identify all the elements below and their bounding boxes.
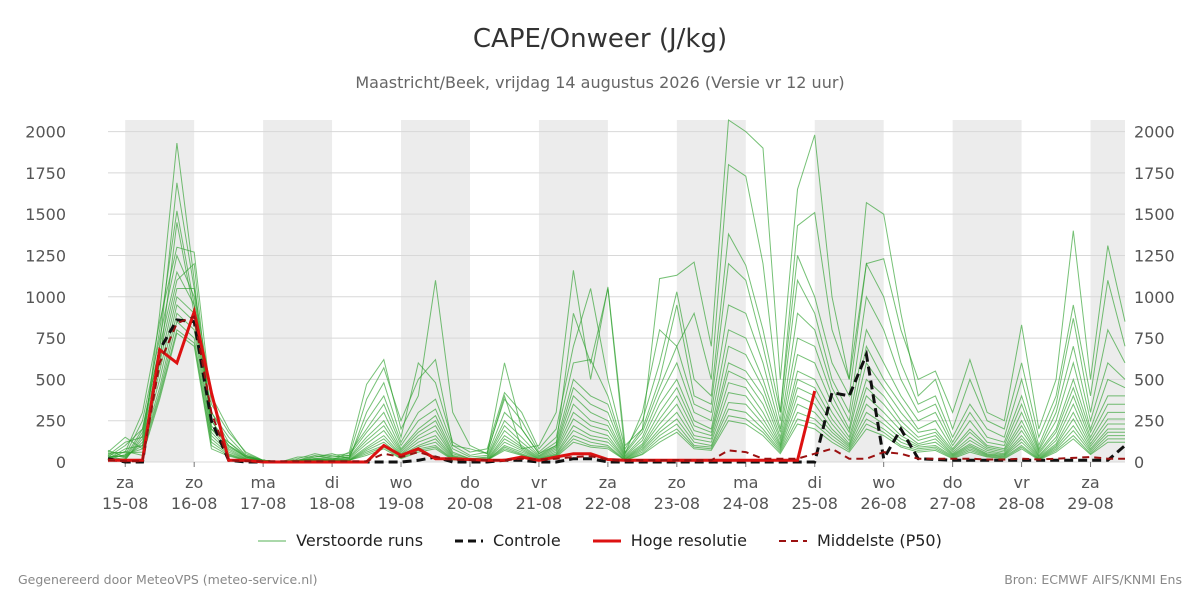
x-tick-day: za <box>599 473 617 492</box>
x-tick-date: 15-08 <box>102 494 149 513</box>
x-tick-day: zo <box>185 473 203 492</box>
legend-item-median: Middelste (P50) <box>778 531 942 550</box>
y-tick-label-right: 0 <box>1134 453 1144 472</box>
x-tick-day: vr <box>531 473 547 492</box>
x-tick-day: za <box>116 473 134 492</box>
x-tick-day: za <box>1081 473 1099 492</box>
y-tick-label-right: 1000 <box>1134 288 1175 307</box>
x-tick-day: zo <box>668 473 686 492</box>
weekend-band <box>125 120 195 462</box>
legend-swatch-perturbed <box>258 540 287 541</box>
weekend-band <box>538 120 608 462</box>
footer-generator: Gegenereerd door MeteoVPS (meteo-service… <box>18 572 318 587</box>
y-tick-label-left: 1750 <box>25 164 66 183</box>
y-tick-label-left: 1250 <box>25 246 66 265</box>
x-tick-day: ma <box>250 473 275 492</box>
x-tick-day: do <box>943 473 963 492</box>
legend-swatch-median <box>778 539 807 542</box>
x-tick-date: 17-08 <box>240 494 287 513</box>
legend-swatch-highres <box>592 539 621 542</box>
chart-title: CAPE/Onweer (J/kg) <box>472 24 728 54</box>
x-tick-date: 20-08 <box>447 494 494 513</box>
x-tick-day: do <box>460 473 480 492</box>
x-tick-date: 29-08 <box>1067 494 1114 513</box>
weekend-bands <box>125 120 1125 462</box>
chart-subtitle: Maastricht/Beek, vrijdag 14 augustus 202… <box>355 73 845 92</box>
y-tick-label-right: 1500 <box>1134 205 1175 224</box>
y-tick-label-right: 2000 <box>1134 123 1175 142</box>
footer-source: Bron: ECMWF AIFS/KNMI Ens <box>1004 572 1182 587</box>
legend-label-median: Middelste (P50) <box>816 531 942 550</box>
legend-item-perturbed: Verstoorde runs <box>258 531 423 550</box>
weekend-band <box>1090 120 1125 462</box>
y-tick-label-left: 2000 <box>25 123 66 142</box>
series-lines <box>107 119 1126 464</box>
x-tick-date: 23-08 <box>654 494 701 513</box>
x-tick-date: 16-08 <box>171 494 218 513</box>
y-tick-label-right: 750 <box>1134 329 1165 348</box>
weekend-band <box>401 120 470 462</box>
x-tick-day: di <box>325 473 340 492</box>
x-tick-date: 19-08 <box>378 494 425 513</box>
x-tick-date: 18-08 <box>309 494 356 513</box>
y-axis-right: 0 250 500 750 1000 1250 1500 1750 2000 <box>1134 123 1175 472</box>
weekend-band <box>676 120 746 462</box>
x-tick-day: ma <box>733 473 758 492</box>
y-tick-label-left: 500 <box>35 370 66 389</box>
x-tick-day: wo <box>872 473 895 492</box>
y-tick-label-left: 0 <box>56 453 66 472</box>
y-tick-label-left: 1500 <box>25 205 66 224</box>
x-tick-day: di <box>807 473 822 492</box>
y-axis-left: 0 250 500 750 1000 1250 1500 1750 2000 <box>25 123 66 472</box>
x-tick-date: 26-08 <box>860 494 907 513</box>
y-tick-label-left: 250 <box>35 412 66 431</box>
y-tick-label-right: 1250 <box>1134 246 1175 265</box>
x-tick-day: vr <box>1014 473 1030 492</box>
legend-swatch-control <box>455 539 484 542</box>
x-tick-date: 24-08 <box>723 494 770 513</box>
legend-item-control: Controle <box>455 531 561 550</box>
legend-item-highres: Hoge resolutie <box>592 531 747 550</box>
x-tick-date: 28-08 <box>998 494 1045 513</box>
x-tick-date: 21-08 <box>516 494 563 513</box>
weekend-band <box>263 120 333 462</box>
legend-label-control: Controle <box>493 531 561 550</box>
y-tick-label-right: 500 <box>1134 370 1165 389</box>
y-tick-label-left: 1000 <box>25 288 66 307</box>
y-tick-label-left: 750 <box>35 329 66 348</box>
legend: Verstoorde runs Controle Hoge resolutie … <box>0 531 1200 550</box>
y-tick-label-right: 250 <box>1134 412 1165 431</box>
legend-label-highres: Hoge resolutie <box>630 531 747 550</box>
x-tick-date: 27-08 <box>929 494 976 513</box>
x-tick-date: 25-08 <box>791 494 838 513</box>
x-tick-day: wo <box>390 473 413 492</box>
legend-label-perturbed: Verstoorde runs <box>296 531 424 550</box>
x-axis: za 15-08 zo 16-08 ma 17-08 di 18-08 wo 19-08 do 20-… <box>102 462 1114 513</box>
weekend-band <box>952 120 1022 462</box>
y-tick-label-right: 1750 <box>1134 164 1175 183</box>
x-tick-date: 22-08 <box>585 494 632 513</box>
median-line <box>107 315 1125 463</box>
